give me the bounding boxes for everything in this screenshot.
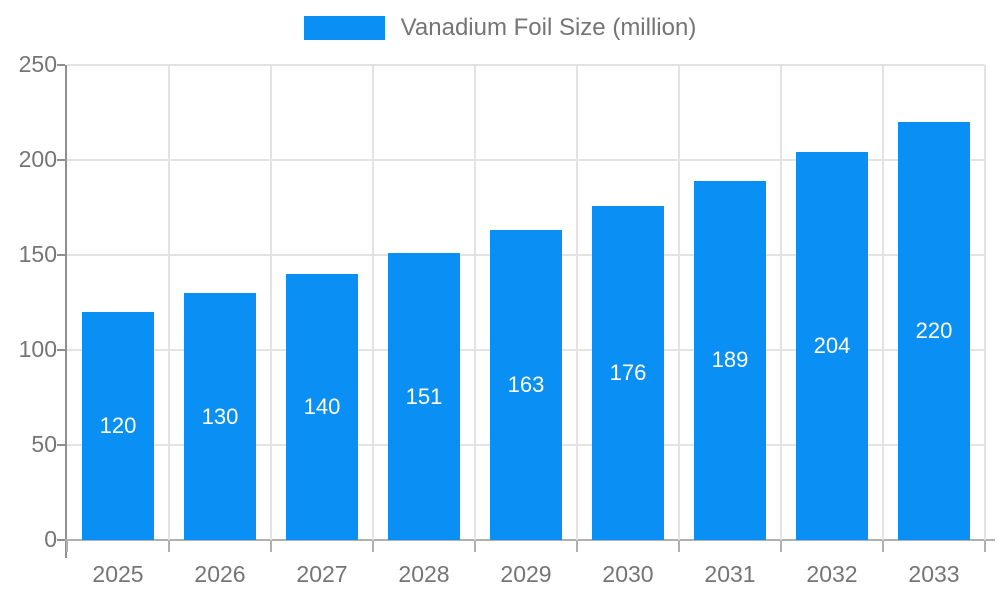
gridline-horizontal [67,159,985,161]
bar-value-label: 220 [915,318,953,343]
bar-value-label: 189 [711,347,749,373]
x-axis-tick-label: 2026 [194,561,246,587]
x-axis-tick [270,540,272,552]
bar-2029[interactable]: 163 [490,230,562,540]
bar-value-label: 176 [609,359,647,385]
y-axis-tick-label: 200 [18,146,57,172]
bar-2027[interactable]: 140 [286,274,358,540]
y-axis-tick [57,539,65,541]
y-axis-tick [57,64,65,66]
x-axis-tick [678,540,680,552]
bar-2033[interactable]: 220 [898,122,970,540]
x-axis-tick-label: 2029 [500,561,552,587]
bar-2028[interactable]: 151 [388,253,460,540]
x-axis-tick-label: 2033 [908,561,960,587]
bar-value-label: 130 [201,403,239,429]
y-axis-tick [57,444,65,446]
bar-value-label: 204 [813,333,851,359]
bar-value-label: 120 [99,413,137,438]
x-axis-tick-label: 2031 [704,561,756,587]
legend-item[interactable]: Vanadium Foil Size (million) [303,14,697,42]
x-axis-tick [780,540,782,552]
y-axis-tick-label: 250 [18,51,57,77]
x-axis-tick [474,540,476,552]
bar-2031[interactable]: 189 [694,180,766,540]
y-axis-tick-label: 0 [44,526,57,552]
gridline-vertical [372,65,374,540]
x-axis-tick [984,540,986,552]
x-axis-tick-label: 2028 [398,561,450,587]
gridline-vertical [270,65,272,540]
y-axis-line [65,65,67,558]
plot-area: 120 130 140 151 163 176 189 204 220 [67,64,986,540]
x-axis-tick [168,540,170,552]
gridline-horizontal [67,64,985,66]
x-axis-tick [66,540,68,552]
x-axis-tick-label: 2027 [296,561,348,587]
x-axis-tick-label: 2032 [806,561,858,587]
y-axis-tick [57,349,65,351]
x-axis-tick [576,540,578,552]
bar-2026[interactable]: 130 [184,293,256,540]
chart-legend: Vanadium Foil Size (million) [0,14,1000,42]
legend-swatch-icon [303,16,385,40]
gridline-vertical [882,65,884,540]
x-axis-tick [882,540,884,552]
gridline-vertical [984,65,986,540]
gridline-vertical [168,65,170,540]
gridline-vertical [678,65,680,540]
y-axis-tick-label: 50 [31,431,57,457]
bar-2032[interactable]: 204 [796,152,868,540]
y-axis-tick [57,159,65,161]
y-axis-tick-label: 100 [18,336,57,362]
gridline-vertical [576,65,578,540]
x-axis-line [59,539,995,541]
x-axis-tick [372,540,374,552]
bar-value-label: 163 [507,372,545,398]
x-axis-tick-label: 2030 [602,561,654,587]
y-axis-tick [57,254,65,256]
bar-2025[interactable]: 120 [82,312,154,540]
bar-value-label: 151 [405,383,443,409]
bar-2030[interactable]: 176 [592,205,664,540]
x-axis-tick-label: 2025 [92,561,144,587]
gridline-vertical [780,65,782,540]
bar-value-label: 140 [303,394,341,419]
y-axis-tick-label: 150 [18,241,57,267]
gridline-vertical [474,65,476,540]
legend-label: Vanadium Foil Size (million) [400,14,697,41]
